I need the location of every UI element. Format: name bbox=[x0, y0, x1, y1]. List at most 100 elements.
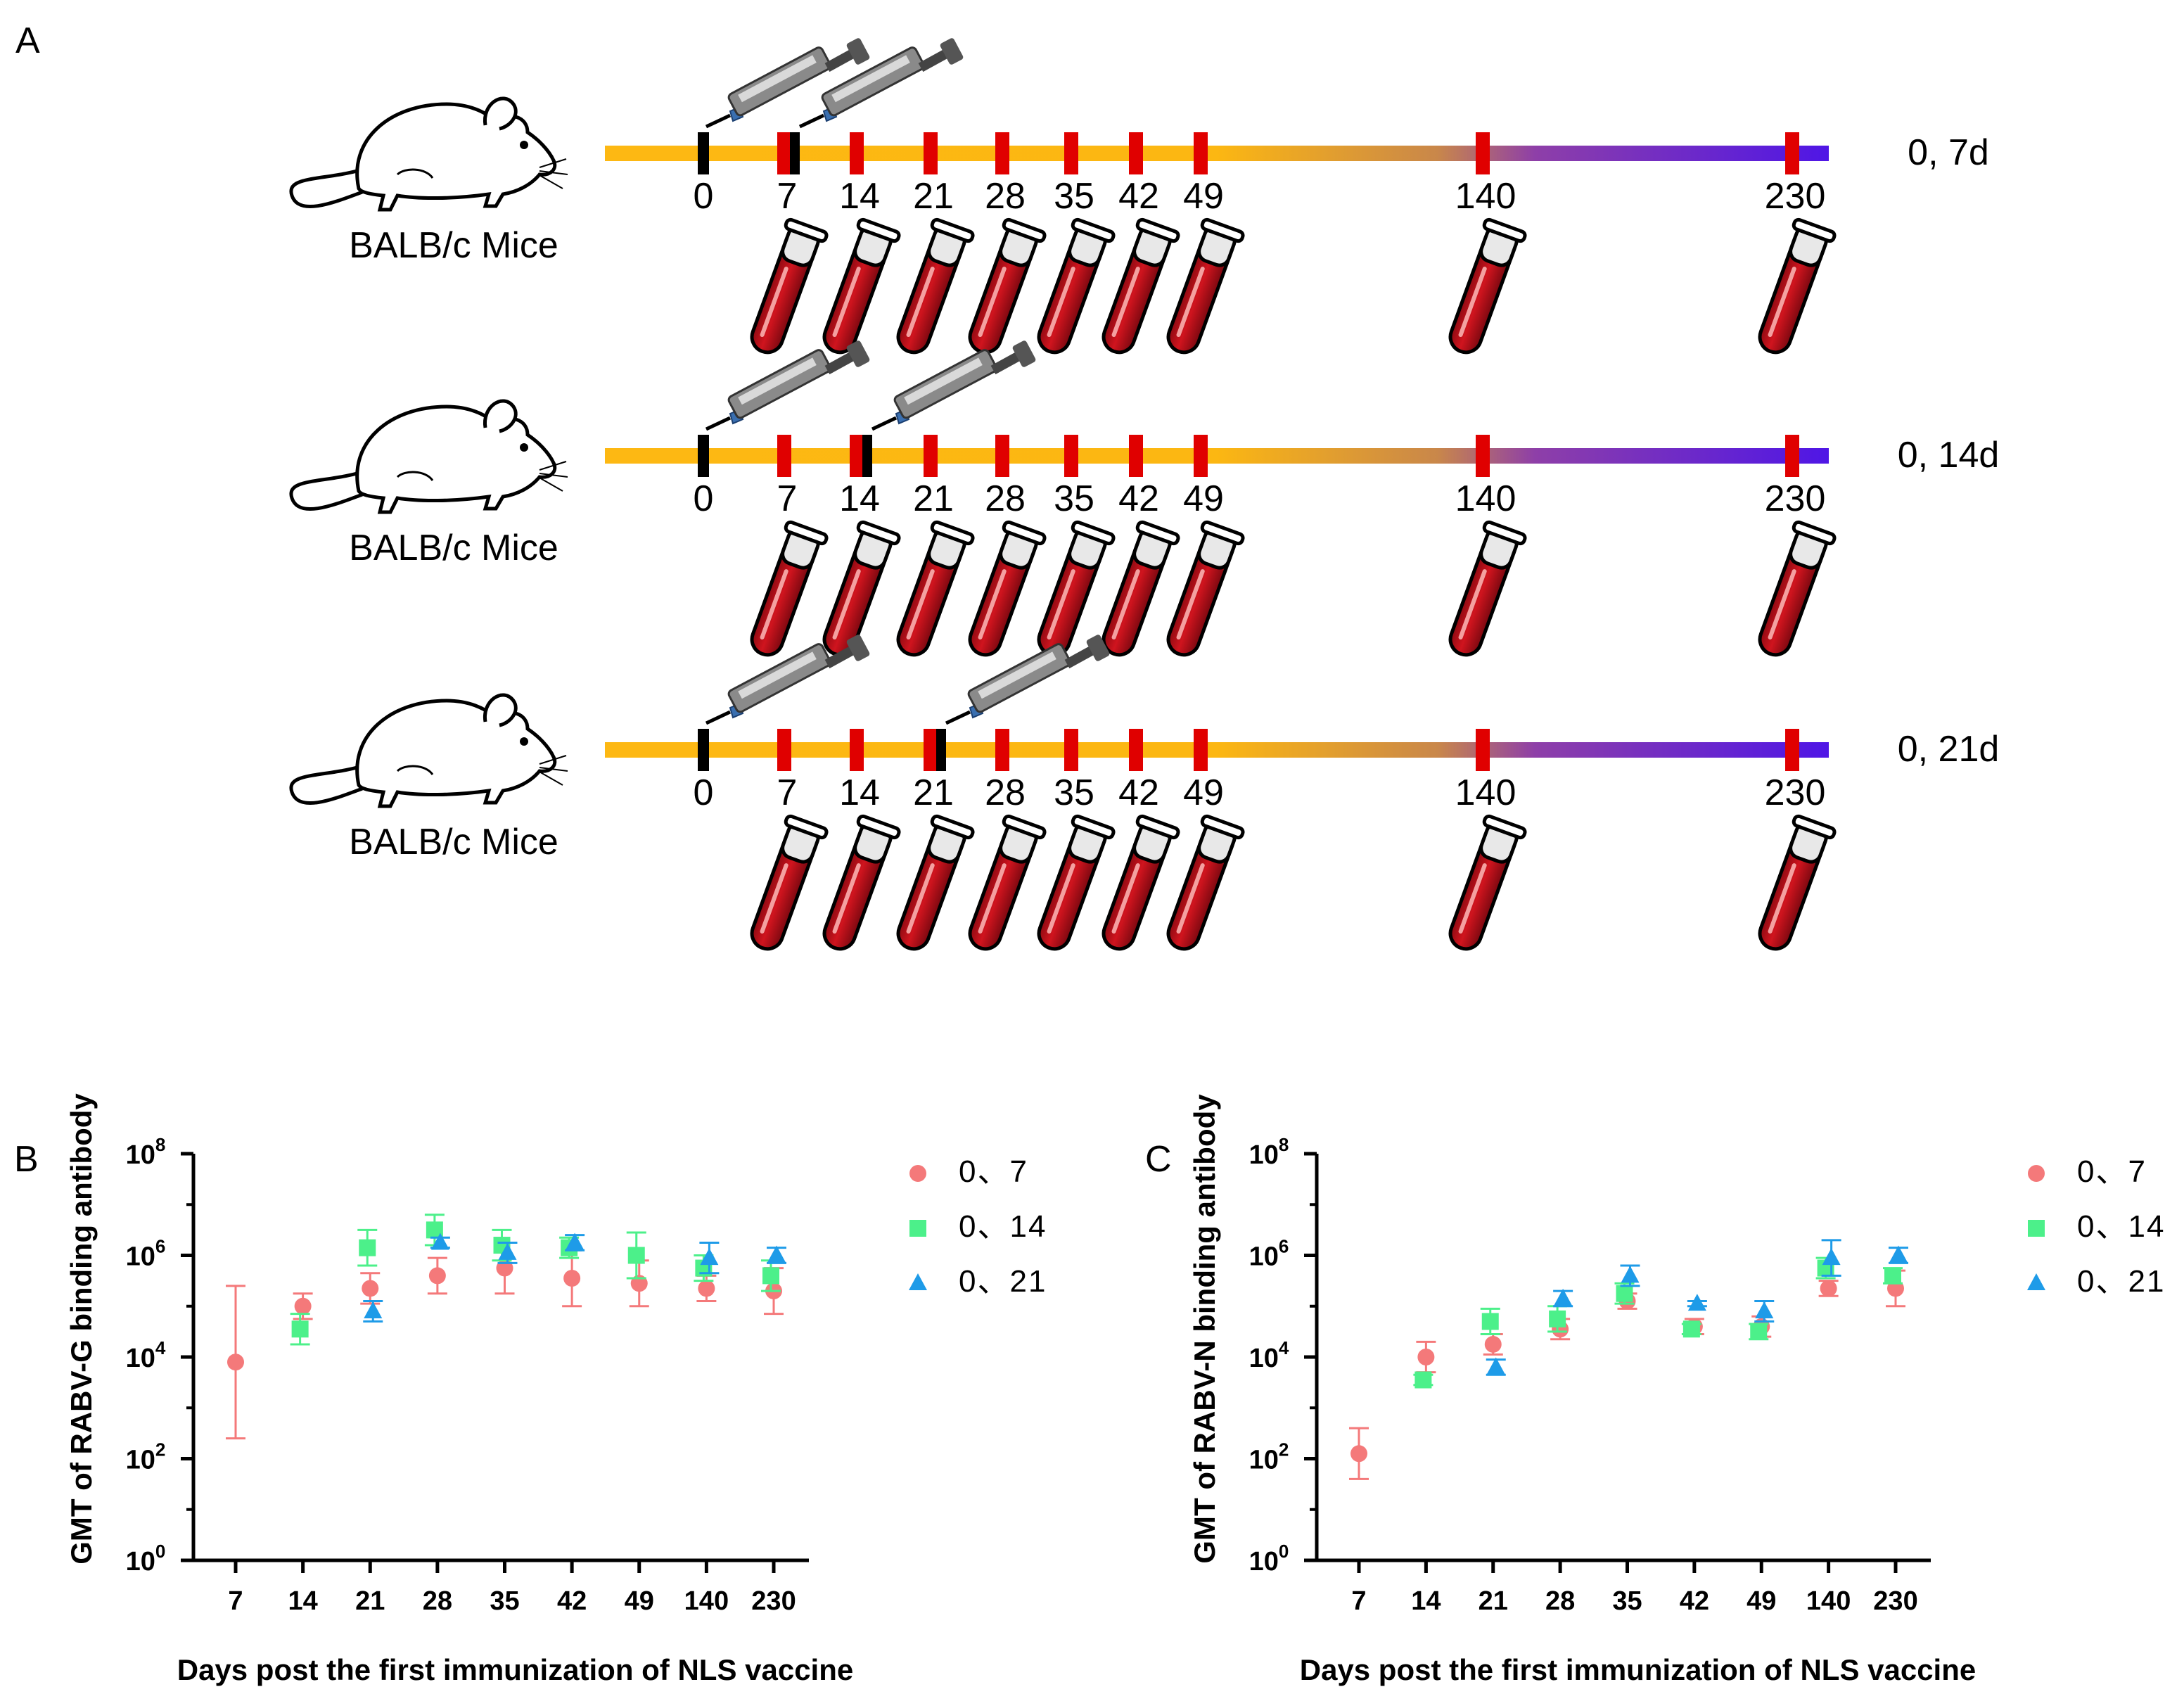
day-label: 140 bbox=[1455, 176, 1516, 217]
day-label: 0 bbox=[694, 176, 714, 217]
sampling-tick bbox=[777, 729, 791, 771]
y-tick-label: 108 bbox=[126, 1134, 166, 1170]
data-point bbox=[1682, 1320, 1700, 1338]
sampling-tick bbox=[1129, 435, 1143, 477]
injection-tick bbox=[698, 132, 709, 174]
blood-tube-icon bbox=[966, 815, 1046, 953]
day-label: 42 bbox=[1118, 772, 1159, 813]
sampling-tick bbox=[850, 435, 864, 477]
sampling-tick bbox=[1064, 132, 1078, 174]
legend-label: 0、7 bbox=[2077, 1154, 2147, 1189]
legend-marker bbox=[909, 1165, 926, 1182]
sampling-tick bbox=[995, 435, 1009, 477]
injection-tick bbox=[936, 729, 946, 771]
injection-tick bbox=[862, 435, 872, 477]
day-label: 7 bbox=[777, 478, 798, 519]
day-label: 21 bbox=[913, 478, 954, 519]
legend-label: 0、7 bbox=[959, 1154, 1028, 1189]
x-tick-label: 140 bbox=[684, 1586, 729, 1616]
legend-label: 0、14 bbox=[959, 1209, 1047, 1244]
mouse-icon bbox=[291, 98, 568, 210]
y-tick-label: 100 bbox=[1249, 1541, 1289, 1577]
day-label: 14 bbox=[839, 772, 880, 813]
sampling-tick bbox=[1129, 132, 1143, 174]
timeline-bar bbox=[605, 742, 1829, 758]
x-tick-label: 35 bbox=[490, 1586, 519, 1616]
blood-tube-icon bbox=[894, 521, 974, 659]
day-label: 14 bbox=[839, 176, 880, 217]
data-point bbox=[1481, 1313, 1499, 1330]
mouse-icon bbox=[291, 695, 568, 806]
day-label: 21 bbox=[913, 772, 954, 813]
sampling-tick bbox=[995, 132, 1009, 174]
data-point bbox=[1616, 1285, 1633, 1302]
blood-tube-icon bbox=[1756, 219, 1836, 357]
legend-marker bbox=[909, 1273, 927, 1290]
data-point bbox=[428, 1267, 446, 1285]
day-label: 35 bbox=[1054, 772, 1094, 813]
x-tick-label: 42 bbox=[557, 1586, 587, 1616]
series-triangle bbox=[1486, 1239, 1908, 1376]
data-point bbox=[1350, 1445, 1367, 1463]
blood-tube-icon bbox=[1446, 219, 1526, 357]
series-square bbox=[1413, 1256, 1903, 1389]
legend-label: 0、14 bbox=[2077, 1209, 2165, 1244]
sampling-tick bbox=[924, 729, 938, 771]
legend-marker bbox=[2028, 1165, 2045, 1182]
mice-label: BALB/c Mice bbox=[349, 528, 558, 568]
day-label: 21 bbox=[913, 176, 954, 217]
y-tick-label: 102 bbox=[1249, 1439, 1289, 1475]
blood-tube-icon bbox=[1756, 521, 1836, 659]
injection-tick bbox=[790, 132, 800, 174]
blood-tube-icon bbox=[820, 219, 900, 357]
sampling-tick bbox=[1785, 132, 1799, 174]
y-tick-label: 108 bbox=[1249, 1134, 1289, 1170]
blood-tube-icon bbox=[820, 815, 900, 953]
timeline-bar bbox=[605, 448, 1829, 464]
schedule-label: 0, 14d bbox=[1898, 435, 2000, 476]
y-tick-label: 106 bbox=[1249, 1236, 1289, 1272]
legend-label: 0、21 bbox=[2077, 1264, 2165, 1299]
day-label: 28 bbox=[985, 478, 1026, 519]
day-label: 28 bbox=[985, 772, 1026, 813]
timeline-row-1: BALB/c Mice 0 7 14 21 28 35 42 49 140 230 0, 7d bbox=[291, 37, 1989, 357]
data-point bbox=[364, 1301, 383, 1318]
sampling-tick bbox=[777, 132, 791, 174]
x-tick-label: 230 bbox=[751, 1586, 796, 1616]
blood-tube-icon bbox=[966, 521, 1046, 659]
x-axis-title: Days post the first immunization of NLS … bbox=[1300, 1653, 1977, 1686]
injection-tick bbox=[698, 435, 709, 477]
sampling-tick bbox=[1785, 729, 1799, 771]
day-label: 7 bbox=[777, 772, 798, 813]
data-point bbox=[566, 1233, 585, 1250]
data-point bbox=[1884, 1267, 1901, 1285]
blood-tube-icon bbox=[1756, 815, 1836, 953]
syringe-icon bbox=[872, 340, 1037, 429]
data-point bbox=[1755, 1301, 1774, 1318]
syringe-icon bbox=[800, 37, 964, 127]
day-label: 42 bbox=[1118, 478, 1159, 519]
syringe-icon bbox=[706, 340, 871, 429]
y-tick-label: 102 bbox=[126, 1439, 166, 1475]
day-label: 230 bbox=[1765, 478, 1826, 519]
x-tick-label: 28 bbox=[1545, 1586, 1575, 1616]
day-label: 35 bbox=[1054, 478, 1094, 519]
timeline-row-2: BALB/c Mice 0 7 14 21 28 35 42 49 140 230 0, 14d bbox=[291, 340, 1999, 659]
x-tick-label: 49 bbox=[625, 1586, 654, 1616]
blood-tube-icon bbox=[1446, 815, 1526, 953]
injection-tick bbox=[698, 729, 709, 771]
data-point bbox=[227, 1354, 244, 1371]
legend-label: 0、21 bbox=[959, 1264, 1047, 1299]
sampling-tick bbox=[1129, 729, 1143, 771]
blood-tube-icon bbox=[966, 219, 1046, 357]
y-tick-label: 100 bbox=[126, 1541, 166, 1577]
x-tick-label: 140 bbox=[1806, 1586, 1851, 1616]
x-tick-label: 14 bbox=[1411, 1586, 1441, 1616]
data-point bbox=[1486, 1357, 1505, 1375]
sampling-tick bbox=[1785, 435, 1799, 477]
x-tick-label: 42 bbox=[1680, 1586, 1709, 1616]
data-point bbox=[291, 1320, 309, 1338]
day-label: 49 bbox=[1183, 772, 1224, 813]
mouse-icon bbox=[291, 401, 568, 512]
